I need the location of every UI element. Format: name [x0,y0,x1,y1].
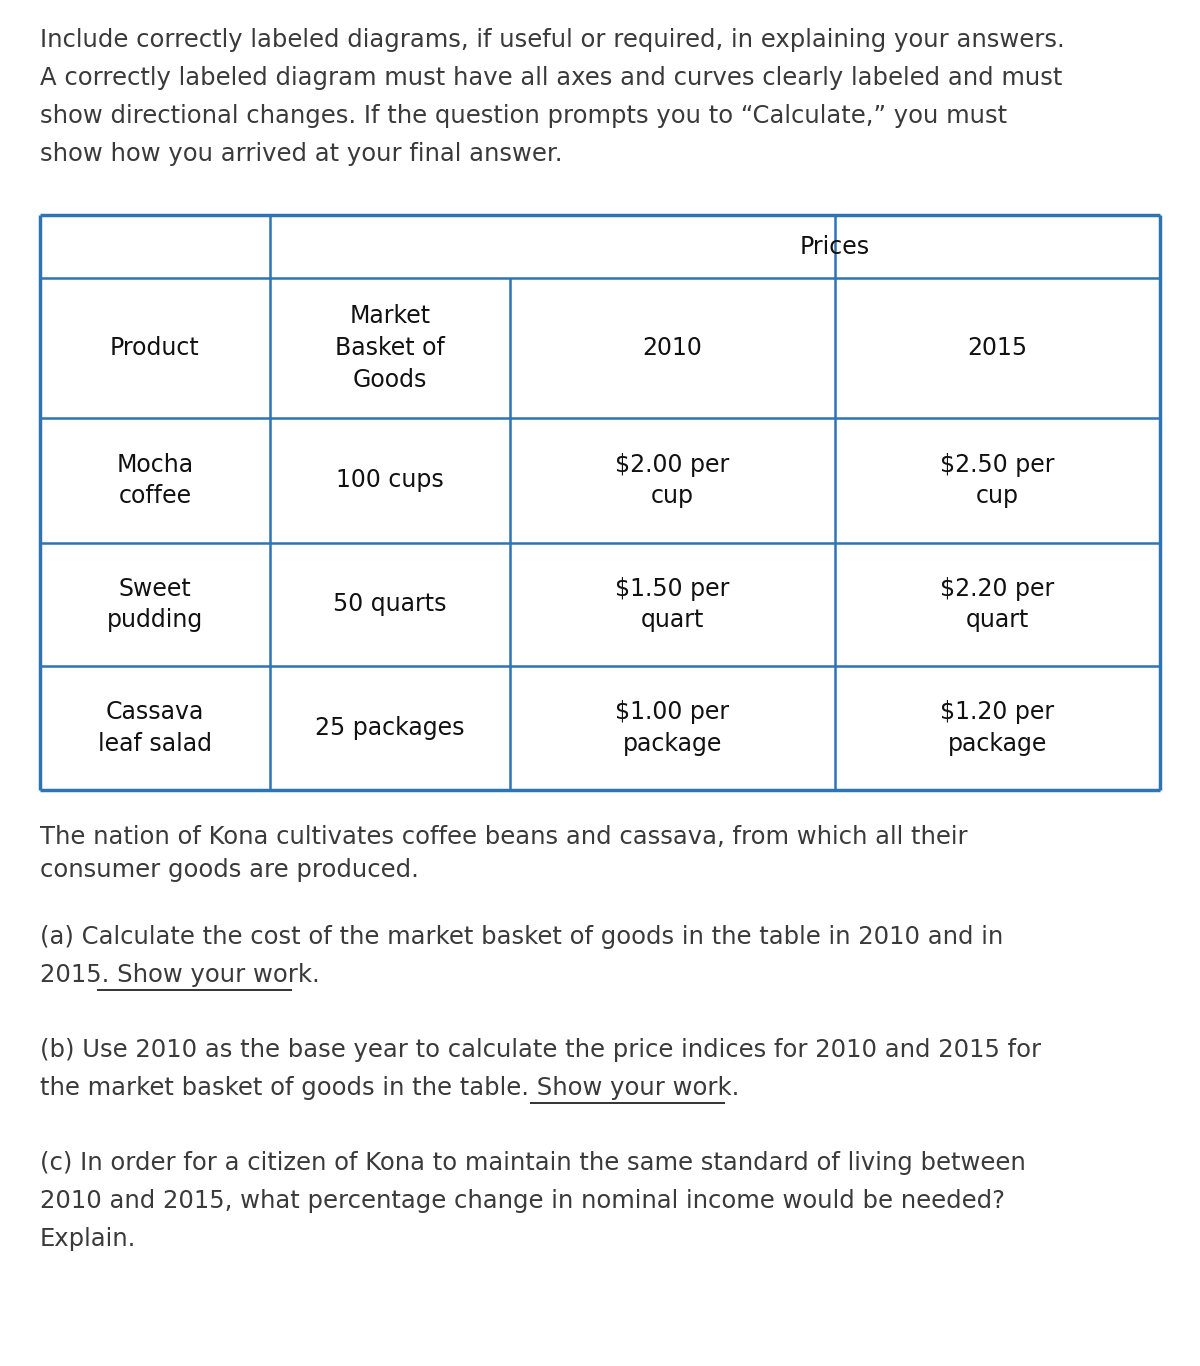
Text: 100 cups: 100 cups [336,469,444,493]
Text: Product: Product [110,336,200,361]
Text: 2010: 2010 [642,336,702,361]
Text: (b) Use 2010 as the base year to calculate the price indices for 2010 and 2015 f: (b) Use 2010 as the base year to calcula… [40,1038,1042,1061]
Text: 50 quarts: 50 quarts [334,593,446,616]
Text: 2010 and 2015, what percentage change in nominal income would be needed?: 2010 and 2015, what percentage change in… [40,1188,1006,1213]
Text: 2015. Show your work.: 2015. Show your work. [40,963,319,988]
Text: $2.20 per
quart: $2.20 per quart [941,576,1055,632]
Text: The nation of Kona cultivates coffee beans and cassava, from which all their
con: The nation of Kona cultivates coffee bea… [40,825,967,882]
Text: $1.20 per
package: $1.20 per package [941,701,1055,755]
Text: 2015: 2015 [967,336,1027,361]
Text: A correctly labeled diagram must have all axes and curves clearly labeled and mu: A correctly labeled diagram must have al… [40,66,1062,90]
Text: $1.00 per
package: $1.00 per package [616,701,730,755]
Text: Explain.: Explain. [40,1227,137,1251]
Text: (a) Calculate the cost of the market basket of goods in the table in 2010 and in: (a) Calculate the cost of the market bas… [40,925,1003,949]
Text: Prices: Prices [800,235,870,258]
Text: $2.50 per
cup: $2.50 per cup [941,452,1055,508]
Text: the market basket of goods in the table. Show your work.: the market basket of goods in the table.… [40,1076,739,1100]
Text: Include correctly labeled diagrams, if useful or required, in explaining your an: Include correctly labeled diagrams, if u… [40,27,1064,52]
Text: $1.50 per
quart: $1.50 per quart [616,576,730,632]
Text: 25 packages: 25 packages [316,716,464,740]
Text: (c) In order for a citizen of Kona to maintain the same standard of living betwe: (c) In order for a citizen of Kona to ma… [40,1152,1026,1175]
Text: $2.00 per
cup: $2.00 per cup [616,452,730,508]
Text: Market
Basket of
Goods: Market Basket of Goods [335,305,445,392]
Text: Mocha
coffee: Mocha coffee [116,452,193,508]
Text: show how you arrived at your final answer.: show how you arrived at your final answe… [40,142,563,167]
Text: Cassava
leaf salad: Cassava leaf salad [98,701,212,755]
Text: Sweet
pudding: Sweet pudding [107,576,203,632]
Text: show directional changes. If the question prompts you to “Calculate,” you must: show directional changes. If the questio… [40,104,1007,128]
